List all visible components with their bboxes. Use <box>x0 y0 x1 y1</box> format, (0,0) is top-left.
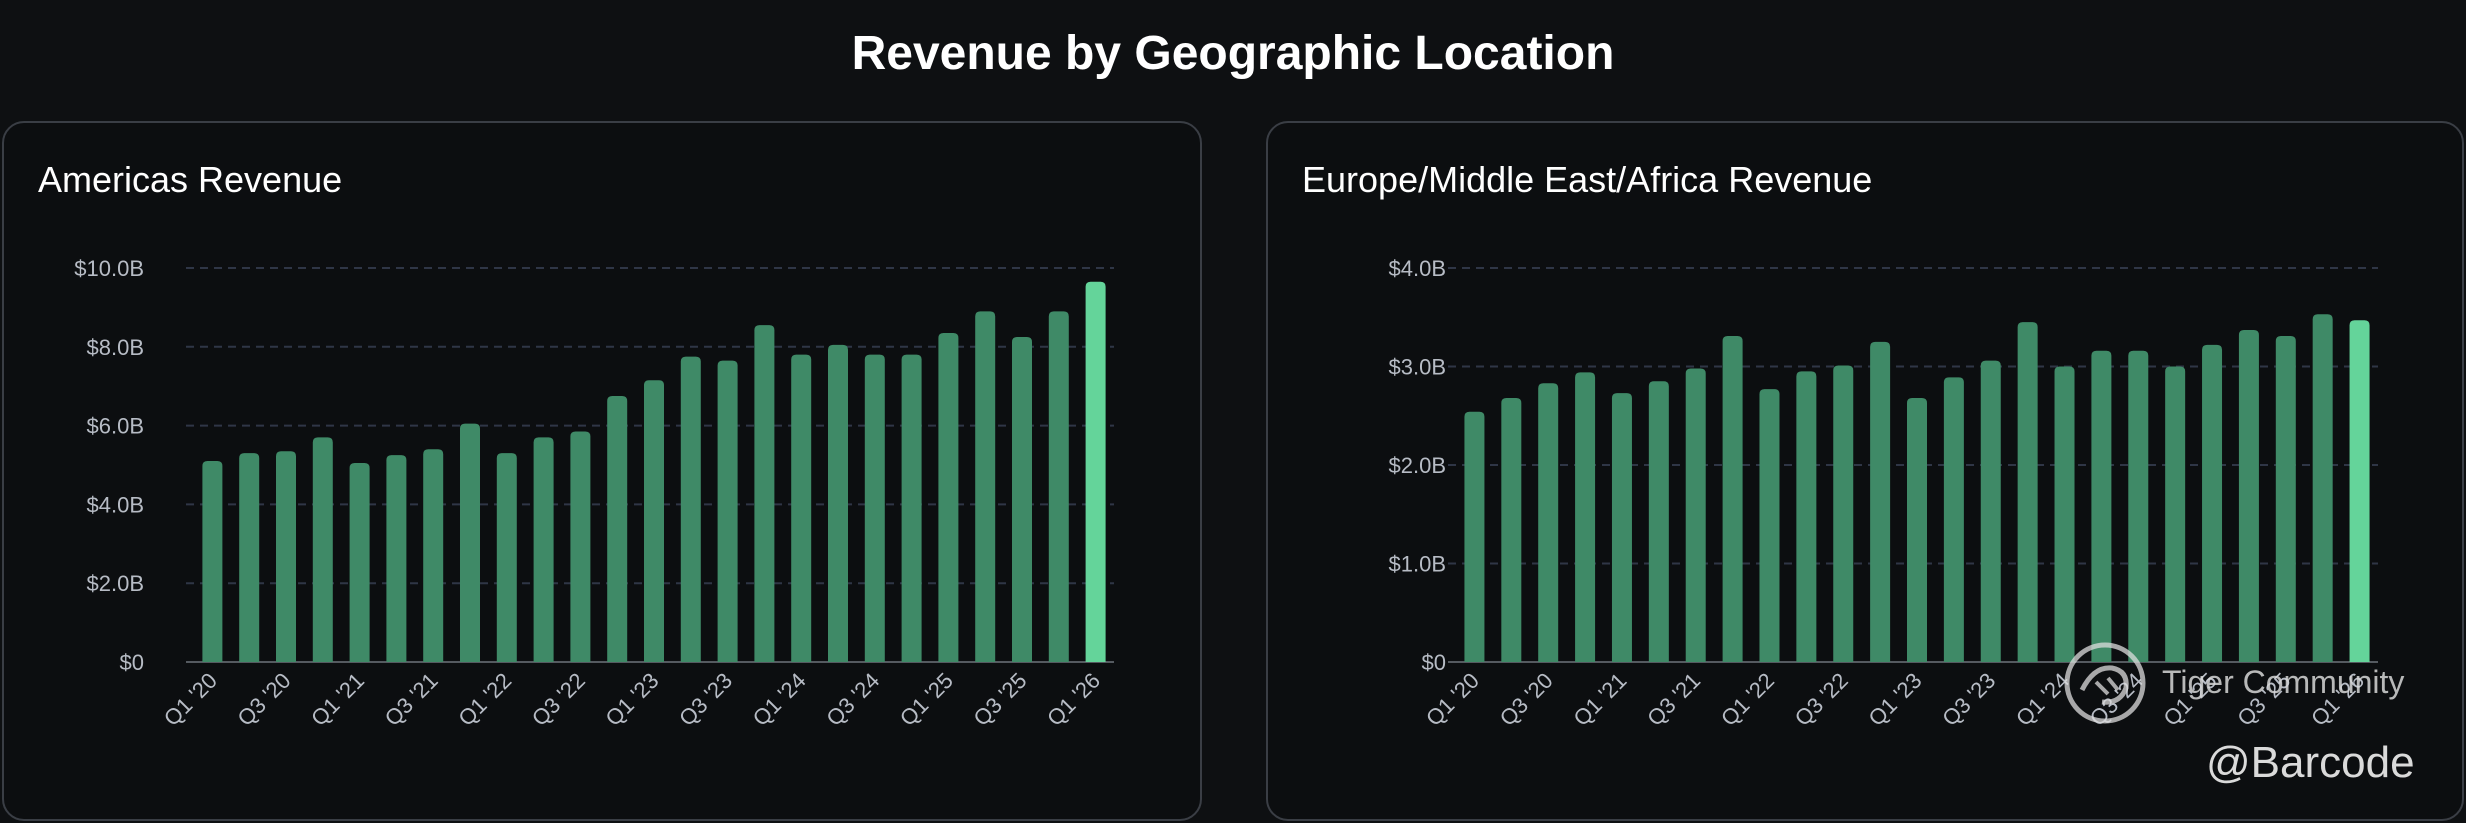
bar-q3-21 <box>423 449 444 662</box>
y-tick-label: $4.0B <box>87 492 145 517</box>
bar-q1-21 <box>1611 393 1632 662</box>
x-tick-label: Q3 '23 <box>1937 668 2000 731</box>
x-tick-label: Q3 '21 <box>380 668 443 731</box>
bar-q2-24 <box>2091 350 2112 662</box>
bar-q3-20 <box>276 451 296 662</box>
x-tick-label: Q1 '20 <box>1421 668 1484 731</box>
bar-q2-25 <box>2238 330 2259 662</box>
x-tick-label: Q3 '23 <box>674 668 737 731</box>
y-tick-label: $10.0B <box>74 256 144 281</box>
x-tick-label: Q3 '20 <box>233 668 296 731</box>
x-tick-label: Q3 '20 <box>1495 668 1558 731</box>
bar-q2-25 <box>975 311 996 662</box>
bar-q4-24 <box>901 354 922 662</box>
americas-chart-panel: Americas Revenue $0 $2.0B $4.0B $6.0B $8.0B $… <box>2 121 1202 821</box>
bar-q1-24 <box>2054 366 2075 662</box>
y-tick-label: $2.0B <box>1389 453 1447 478</box>
bar-q1-23 <box>1907 398 1927 662</box>
x-tick-label: Q3 '24 <box>821 668 884 731</box>
x-tick-label: Q1 '25 <box>895 668 958 731</box>
bar-q1-26 <box>2349 320 2370 662</box>
bar-q2-20 <box>1501 398 1522 662</box>
page-title: Revenue by Geographic Location <box>851 27 1615 80</box>
bar-q3-24 <box>864 354 885 662</box>
bar-q1-24 <box>791 354 812 662</box>
bar-q3-22 <box>570 431 591 662</box>
watermark-text: Tiger Community <box>2162 664 2405 700</box>
watermark-handle: @Barcode <box>2206 738 2415 787</box>
x-tick-label: Q1 '21 <box>306 668 369 731</box>
bar-q1-25 <box>938 333 959 662</box>
y-tick-label: $3.0B <box>1389 355 1447 380</box>
bar-q4-24 <box>2165 366 2186 662</box>
chart-title: Americas Revenue <box>38 159 343 200</box>
bar-q3-21 <box>1685 368 1706 662</box>
bar-q3-25 <box>1012 336 1032 662</box>
x-tick-label: Q3 '22 <box>1790 668 1853 731</box>
x-tick-label: Q1 '26 <box>1042 668 1105 731</box>
x-tick-label: Q1 '24 <box>748 668 811 731</box>
y-tick-label: $4.0B <box>1389 256 1447 281</box>
bar-q2-20 <box>239 453 260 662</box>
bar-q3-22 <box>1833 365 1854 662</box>
x-tick-label: Q1 '22 <box>1716 668 1779 731</box>
x-tick-label: Q1 '23 <box>601 668 664 731</box>
bar-q2-22 <box>533 437 554 662</box>
bar-q2-24 <box>828 344 848 662</box>
y-tick-label: $0 <box>1422 650 1446 675</box>
y-tick-label: $2.0B <box>87 571 145 596</box>
bar-q1-22 <box>496 453 517 662</box>
bar-q3-24 <box>2128 350 2149 662</box>
bar-q4-20 <box>312 437 333 662</box>
bar-q3-23 <box>717 360 738 662</box>
x-tick-label: Q1 '22 <box>453 668 516 731</box>
bar-q1-22 <box>1759 389 1780 662</box>
x-tick-label: Q1 '21 <box>1568 668 1631 731</box>
bar-q1-20 <box>202 461 223 662</box>
bar-q4-21 <box>1722 335 1743 662</box>
y-tick-label: $1.0B <box>1389 552 1447 577</box>
bar-q1-23 <box>644 380 664 662</box>
americas-revenue-chart: $0 $2.0B $4.0B $6.0B $8.0B $10.0B Q1 '20 Q3 '20… <box>74 256 1114 731</box>
bar-q1-26 <box>1085 281 1106 662</box>
bar-q4-21 <box>460 423 480 662</box>
bar-q2-23 <box>680 356 701 662</box>
bar-q2-22 <box>1796 371 1817 662</box>
bar-q1-25 <box>2202 344 2223 662</box>
bar-q4-25 <box>2312 314 2333 662</box>
bar-q4-23 <box>754 325 775 662</box>
tiger-logo-icon <box>2064 642 2146 724</box>
y-tick-label: $8.0B <box>87 335 145 360</box>
emea-chart-panel: Europe/Middle East/Africa Revenue $0 $1.0… <box>1266 121 2464 821</box>
x-tick-label: Q3 '22 <box>527 668 590 731</box>
x-tick-label: Q3 '21 <box>1642 668 1705 731</box>
bar-q2-21 <box>386 455 407 662</box>
bar-q2-23 <box>1943 377 1964 662</box>
x-tick-label: Q1 '20 <box>159 668 222 731</box>
bar-q4-23 <box>2017 322 2038 662</box>
bar-q1-21 <box>349 463 370 662</box>
y-tick-label: $6.0B <box>87 414 145 439</box>
bar-q3-25 <box>2275 335 2296 662</box>
bar-q2-21 <box>1648 381 1669 662</box>
y-tick-label: $0 <box>120 650 144 675</box>
emea-revenue-chart: $0 $1.0B $2.0B $3.0B $4.0B Q1 '20 Q3 '20 Q1 '21… <box>1389 256 2378 731</box>
bar-q4-20 <box>1575 372 1596 662</box>
bar-q4-22 <box>1870 341 1891 662</box>
x-tick-label: Q3 '25 <box>969 668 1032 731</box>
bar-q4-22 <box>607 396 628 662</box>
bar-q1-20 <box>1464 411 1485 662</box>
bar-q4-25 <box>1048 311 1069 662</box>
bar-q3-20 <box>1538 383 1559 662</box>
bar-q3-23 <box>1980 360 2001 662</box>
x-tick-label: Q1 '23 <box>1864 668 1927 731</box>
chart-title: Europe/Middle East/Africa Revenue <box>1302 159 1873 200</box>
